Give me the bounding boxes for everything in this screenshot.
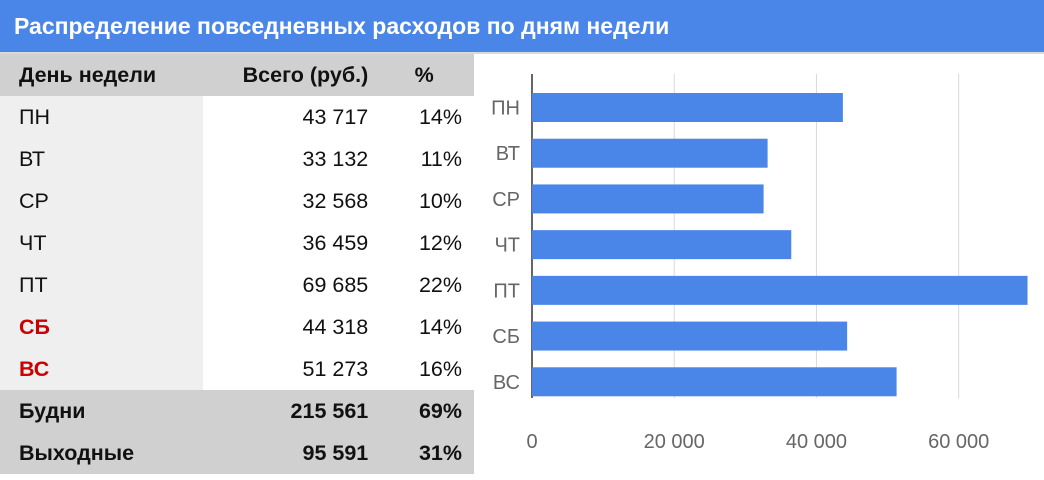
row-total: 36 459: [302, 230, 369, 255]
row-total: 69 685: [302, 272, 369, 297]
table-row: ПТ 69 685 22%: [0, 264, 474, 306]
x-tick-label: 60 000: [928, 431, 989, 453]
row-percent: 22%: [418, 272, 462, 297]
x-tick-label: 20 000: [644, 431, 705, 453]
row-percent: 12%: [418, 230, 462, 255]
y-tick-label: ПТ: [493, 280, 520, 302]
bar-chart: 0 20 000 40 000 60 000 ПН ВТ СР ЧТ ПТ СБ ВС: [491, 74, 1028, 453]
y-tick-label: ВТ: [496, 143, 520, 165]
row-day: СБ: [0, 306, 204, 348]
bar: [532, 184, 764, 214]
y-tick-label: СБ: [492, 326, 520, 348]
y-tick-label: ЧТ: [494, 235, 520, 257]
row-total: 43 717: [302, 104, 369, 129]
summary-label: Будни: [0, 390, 204, 432]
bar: [532, 93, 843, 122]
bar: [532, 321, 848, 351]
table-row: СБ 44 318 14%: [0, 306, 474, 348]
bar: [532, 230, 792, 260]
table-row: ЧТ 36 459 12%: [0, 222, 474, 264]
sheet-title: Распределение повседневных расходов по д…: [0, 0, 1044, 52]
row-day: СР: [0, 180, 204, 222]
row-day: ПН: [0, 96, 204, 138]
row-day: ВС: [0, 348, 204, 390]
summary-row-weekdays: Будни 215 561 69%: [0, 390, 474, 432]
summary-total: 95 591: [203, 432, 375, 474]
x-tick-label: 40 000: [786, 431, 847, 453]
header-divider: [0, 52, 1044, 54]
header-total: Всего (руб.): [203, 54, 375, 96]
row-total: 32 568: [302, 188, 369, 213]
row-percent: 16%: [418, 356, 462, 381]
y-tick-label: СР: [492, 189, 520, 211]
y-tick-label: ПН: [491, 98, 520, 120]
row-day: ЧТ: [0, 222, 204, 264]
row-total: 44 318: [302, 314, 369, 339]
summary-row-weekend: Выходные 95 591 31%: [0, 432, 474, 474]
summary-label: Выходные: [0, 432, 204, 474]
summary-total: 215 561: [203, 390, 375, 432]
bar: [532, 275, 1028, 305]
row-percent: 10%: [418, 188, 462, 213]
table-row: СР 32 568 10%: [0, 180, 474, 222]
row-total: 51 273: [302, 356, 369, 381]
table-header-row: День недели Всего (руб.) %: [0, 54, 474, 96]
expenses-table: День недели Всего (руб.) % ПН 43 717 14%…: [0, 54, 474, 474]
row-total: 33 132: [302, 146, 369, 171]
row-percent: 14%: [418, 104, 462, 129]
y-tick-label: ВС: [493, 372, 520, 394]
row-percent: 11%: [420, 146, 462, 171]
x-tick-label: 0: [526, 431, 537, 453]
row-percent: 14%: [418, 314, 462, 339]
bar: [532, 367, 897, 397]
row-day: ВТ: [0, 138, 204, 180]
header-day: День недели: [0, 54, 204, 96]
table-row: ВС 51 273 16%: [0, 348, 474, 390]
row-day: ПТ: [0, 264, 204, 306]
bar: [532, 138, 768, 168]
table-row: ПН 43 717 14%: [0, 96, 474, 138]
header-percent: %: [374, 54, 474, 96]
table-row: ВТ 33 132 11%: [0, 138, 474, 180]
summary-percent: 31%: [374, 432, 474, 474]
summary-percent: 69%: [374, 390, 474, 432]
